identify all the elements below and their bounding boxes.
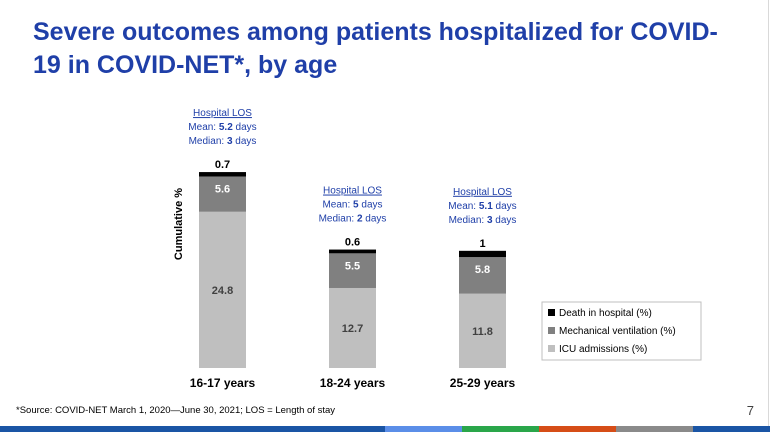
bar-death-in-hospital-16-17-years: [199, 172, 246, 177]
y-axis-label: Cumulative %: [173, 188, 185, 260]
annotation-mean-25-29-years: Mean: 5.1 days: [448, 201, 516, 212]
source-footnote: *Source: COVID-NET March 1, 2020—June 30…: [16, 405, 336, 416]
legend-label-icu-admissions: ICU admissions (%): [559, 344, 647, 355]
data-label-death-in-hospital-18-24-years: 0.6: [345, 237, 360, 249]
footer-color-bar: [0, 426, 770, 432]
bar-mechanical-ventilation-18-24-years: [329, 253, 376, 288]
data-label-death-in-hospital-25-29-years: 1: [479, 238, 485, 250]
bar-icu-admissions-25-29-years: [459, 293, 506, 368]
footer-segment: [0, 426, 77, 432]
footer-segment: [385, 426, 462, 432]
legend-box: [541, 301, 702, 361]
data-label-icu-admissions-25-29-years: 11.8: [472, 326, 493, 338]
data-label-mechanical-ventilation-18-24-years: 5.5: [345, 260, 360, 272]
legend-label-death-in-hospital: Death in hospital (%): [559, 308, 652, 319]
footer-segment: [308, 426, 385, 432]
bar-mechanical-ventilation-16-17-years: [199, 176, 246, 212]
slide-title: Severe outcomes among patients hospitali…: [33, 18, 718, 79]
bar-death-in-hospital-25-29-years: [459, 250, 506, 258]
bar-icu-admissions-18-24-years: [329, 287, 376, 368]
x-tick-label-18-24-years: 18-24 years: [320, 376, 386, 390]
annotation-median-18-24-years: Median: 2 days: [319, 214, 387, 225]
page-number: 7: [746, 403, 754, 418]
annotation-mean-18-24-years: Mean: 5 days: [322, 200, 382, 211]
footer-segment: [462, 426, 539, 432]
data-label-mechanical-ventilation-25-29-years: 5.8: [475, 264, 490, 276]
data-label-icu-admissions-18-24-years: 12.7: [342, 323, 363, 335]
footer-segment: [77, 426, 154, 432]
data-label-icu-admissions-16-17-years: 24.8: [212, 285, 233, 297]
footer-segment: [154, 426, 231, 432]
annotation-median-16-17-years: Median: 3 days: [189, 136, 257, 147]
legend-swatch-icu-admissions: [548, 345, 555, 352]
legend-swatch-mechanical-ventilation: [548, 327, 555, 334]
legend-label-mechanical-ventilation: Mechanical ventilation (%): [559, 326, 676, 337]
footer-segment: [539, 426, 616, 432]
x-tick-label-25-29-years: 25-29 years: [450, 376, 516, 390]
annotation-heading-25-29-years: Hospital LOS: [453, 187, 512, 198]
footer-segment: [231, 426, 308, 432]
x-tick-label-16-17-years: 16-17 years: [190, 376, 256, 390]
annotation-mean-16-17-years: Mean: 5.2 days: [188, 122, 256, 133]
annotation-heading-18-24-years: Hospital LOS: [323, 186, 382, 197]
annotation-median-25-29-years: Median: 3 days: [449, 215, 517, 226]
footer-segment: [693, 426, 770, 432]
data-label-mechanical-ventilation-16-17-years: 5.6: [215, 183, 230, 195]
data-label-death-in-hospital-16-17-years: 0.7: [215, 159, 230, 171]
bar-death-in-hospital-18-24-years: [329, 249, 376, 254]
bar-mechanical-ventilation-25-29-years: [459, 257, 506, 294]
bar-icu-admissions-16-17-years: [199, 211, 246, 368]
legend-swatch-death-in-hospital: [548, 309, 555, 316]
footer-segment: [616, 426, 693, 432]
annotation-heading-16-17-years: Hospital LOS: [193, 108, 252, 119]
